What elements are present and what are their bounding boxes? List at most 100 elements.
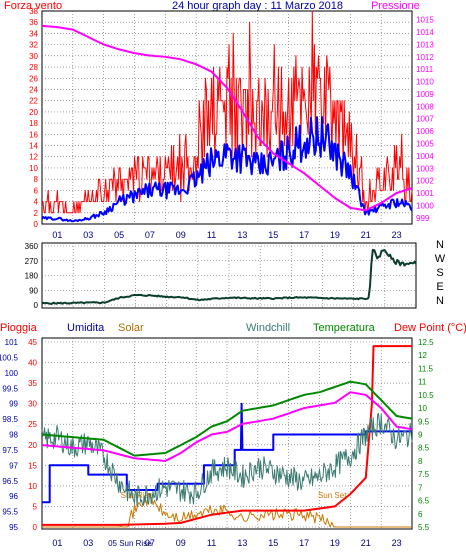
wind-tick-label: 8 [34,175,39,184]
hour-tick-label: 23 [392,538,402,548]
wind-tick-label: 24 [29,85,38,94]
pressure-tick-label: 1014 [416,28,434,37]
wind-tick-label: 12 [29,153,38,162]
pressure-tick-label: 1012 [416,53,434,62]
humidity-tick-label: 95.5 [2,508,18,517]
wind-tick-label: 2 [34,209,39,218]
rain-tick-label: 25 [28,420,37,429]
pressure-tick-label: 1008 [416,102,434,111]
hour-tick-label: 15 [268,230,278,240]
wind-axis-title: Forza vento [4,0,62,12]
dewpoint-line [41,391,413,462]
temperature-line [41,380,413,457]
wind-tick-label: 30 [29,52,38,61]
hour-tick-label: 13 [237,230,247,240]
temperature-tick-label: 12.5 [418,338,434,347]
humidity-line [42,430,412,504]
hour-tick-label: 03 [83,230,93,240]
pressure-tick-label: 1015 [416,16,434,25]
hour-tick-label: 21 [361,230,371,240]
pressure-tick-label: 999 [416,214,430,223]
rain-tick-label: 40 [28,359,37,368]
legend-pioggia: Pioggia [0,322,38,334]
humidity-tick-label: 97 [9,461,18,470]
wind-tick-label: 34 [29,29,38,38]
pressure-tick-label: 1009 [416,90,434,99]
pressure-tick-label: 1004 [416,152,434,161]
humidity-tick-label: 101 [5,338,19,347]
pressure-tick-label: 1013 [416,40,434,49]
wind-tick-label: 0 [34,220,39,229]
wind-gust-line [42,10,413,214]
legend-solar: Solar [118,322,144,334]
pressure-line [41,24,413,212]
temperature-tick-label: 6.5 [418,497,430,506]
rain-tick-label: 5 [33,502,38,511]
wind-tick-label: 22 [29,97,38,106]
temperature-tick-label: 9.5 [418,417,430,426]
hour-tick-label: 09 [176,230,186,240]
windchill-line [41,413,413,508]
direction-tick-label: 90 [29,286,38,295]
rain-tick-label: 35 [28,379,37,388]
compass-label: E [436,281,443,293]
pressure-tick-label: 1006 [416,127,434,136]
wind-tick-label: 18 [29,119,38,128]
wind-tick-label: 32 [29,41,38,50]
legend-dewpoint: Dew Point (°C) [394,322,466,334]
graph-title: 24 hour graph day : 11 Marzo 2018 [172,0,343,12]
wind-tick-label: 6 [34,186,39,195]
hour-tick-label: 01 [52,538,62,548]
rain-tick-label: 20 [28,441,37,450]
direction-tick-label: 270 [25,257,39,266]
hour-tick-label: 15 [268,538,278,548]
pressure-tick-label: 1000 [416,201,434,210]
temperature-tick-label: 12 [418,351,427,360]
temperature-tick-label: 8 [418,457,423,466]
pressure-tick-label: 1010 [416,78,434,87]
hour-tick-label: 21 [361,538,371,548]
pressure-tick-label: 1003 [416,164,434,173]
pressure-tick-label: 1005 [416,140,434,149]
wind-tick-label: 38 [29,7,38,16]
wind-tick-label: 20 [29,108,38,117]
temperature-tick-label: 9 [418,431,423,440]
hour-tick-label: 17 [299,538,309,548]
pressure-tick-label: 1001 [416,189,434,198]
temperature-tick-label: 6 [418,510,423,519]
compass-label: N [436,295,444,307]
rain-tick-label: 15 [28,461,37,470]
hour-tick-label: 11 [207,230,216,240]
hour-tick-label: 19 [330,230,340,240]
rain-tick-label: 10 [28,482,37,491]
wind-tick-label: 4 [34,198,39,207]
temperature-tick-label: 11.5 [418,364,434,373]
solar-line [42,492,412,528]
rain-tick-label: 30 [28,400,37,409]
hour-tick-label: 19 [330,538,340,548]
humidity-spike [239,402,244,450]
hour-tick-label: 03 [83,538,93,548]
hour-tick-label: 09 [176,538,186,548]
temperature-tick-label: 7 [418,483,423,492]
temperature-tick-label: 5.5 [418,523,430,532]
humidity-tick-label: 95 [9,523,18,532]
hour-tick-label: 17 [299,230,309,240]
wind-tick-label: 26 [29,74,38,83]
hour-tick-label: 01 [52,230,62,240]
temperature-tick-label: 7.5 [418,470,430,479]
humidity-tick-label: 98 [9,431,18,440]
wind-tick-label: 36 [29,18,38,27]
humidity-tick-label: 99.5 [2,384,18,393]
direction-tick-label: 360 [25,242,39,251]
humidity-tick-label: 98.5 [2,415,18,424]
wind-pressure-panel: 0246810121416182022242628303234363899910… [29,7,434,240]
compass-label: W [435,253,446,265]
pressure-axis-title: Pressione [371,0,420,12]
temperature-tick-label: 10.5 [418,391,434,400]
pressure-tick-label: 1011 [416,65,434,74]
wind-tick-label: 10 [29,164,38,173]
